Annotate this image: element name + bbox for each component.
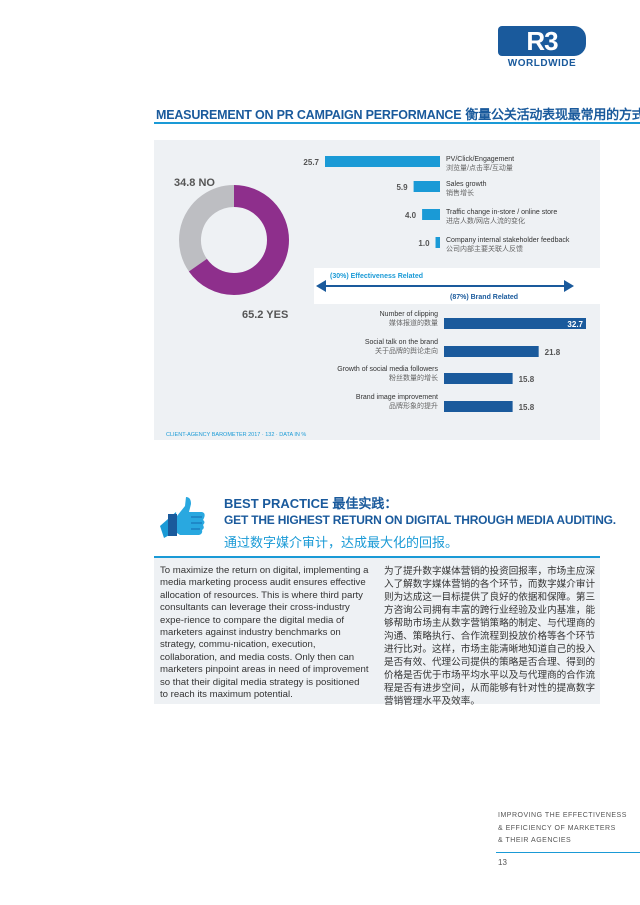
- logo-wordmark: WORLDWIDE: [507, 58, 577, 69]
- brand-label-en: Number of clipping: [380, 311, 438, 318]
- source-note: CLIENT-AGENCY BAROMETER 2017 · 132 · DAT…: [166, 432, 306, 438]
- effectiveness-label-cn: 销售增长: [446, 188, 474, 197]
- footer-tagline: IMPROVING THE EFFECTIVENESS & EFFICIENCY…: [498, 810, 627, 848]
- thumbs-up-icon: [160, 497, 205, 538]
- donut-slice-yes: [179, 185, 289, 295]
- effectiveness-bar: [435, 237, 440, 248]
- effectiveness-value: 4.0: [405, 211, 417, 220]
- page-number: 13: [498, 858, 507, 867]
- brand-bar: [444, 346, 539, 357]
- effectiveness-label-cn: 浏览量/点击率/互动量: [446, 163, 513, 172]
- best-practice-divider: [154, 556, 600, 558]
- best-practice-subtitle-cn: 通过数字媒介审计，达成最大化的回报。: [224, 535, 459, 550]
- effectiveness-label-en: Sales growth: [446, 181, 487, 188]
- effectiveness-label-en: Company internal stakeholder feedback: [446, 237, 570, 244]
- brand-value: 21.8: [545, 348, 561, 357]
- section-title-en: MEASUREMENT ON PR CAMPAIGN PERFORMANCE: [156, 108, 462, 122]
- brand-label-cn: 粉丝数量的增长: [389, 373, 438, 382]
- r3-logo: R3 WORLDWIDE: [498, 26, 586, 72]
- brand-label-en: Social talk on the brand: [365, 339, 438, 346]
- effectiveness-value: 5.9: [396, 183, 408, 192]
- arrow-right-icon: [564, 280, 574, 292]
- logo-mark: R3: [498, 26, 586, 56]
- body-text-cn: 为了提升数字媒体营销的投资回报率，市场主应深入了解数字媒体营销的各个环节，而数字…: [384, 566, 596, 707]
- effectiveness-label-en: Traffic change in-store / online store: [446, 209, 557, 216]
- brand-bar: [444, 401, 513, 412]
- body-text-en: To maximize the return on digital, imple…: [160, 565, 369, 701]
- effectiveness-value: 1.0: [418, 239, 430, 248]
- brand-label-cn: 品牌形象的提升: [389, 401, 438, 410]
- effectiveness-value: 25.7: [303, 158, 319, 167]
- donut-label-yes: 65.2 YES: [242, 309, 288, 321]
- section-divider: [154, 122, 640, 124]
- brand-value: 15.8: [519, 403, 535, 412]
- section-title: MEASUREMENT ON PR CAMPAIGN PERFORMANCE 衡量…: [156, 104, 640, 123]
- body-panel: [154, 558, 600, 704]
- best-practice-subtitle-en: GET THE HIGHEST RETURN ON DIGITAL THROUG…: [224, 513, 616, 527]
- brand-label-cn: 关于品牌的舆论走向: [375, 346, 438, 355]
- brand-value: 32.7: [567, 320, 583, 329]
- brand-label-cn: 媒体报道的数量: [389, 318, 438, 327]
- brand-bar: [444, 373, 513, 384]
- footer-line-3: & THEIR AGENCIES: [498, 837, 572, 844]
- footer-divider: [496, 852, 640, 853]
- section-title-cn: 衡量公关活动表现最常用的方式: [465, 107, 640, 122]
- chart-svg: 34.8 NO 65.2 YES 25.7 PV/Click/Engagement浏览…: [166, 156, 600, 438]
- donut-label-no: 34.8 NO: [174, 177, 215, 189]
- best-practice-title: BEST PRACTICE 最佳实践：: [224, 496, 398, 511]
- brand-value: 15.8: [519, 375, 535, 384]
- brand-bar: [444, 318, 586, 329]
- effectiveness-bar: [422, 209, 440, 220]
- effectiveness-label-en: PV/Click/Engagement: [446, 156, 514, 163]
- effectiveness-group-label: (30%) Effectiveness Related: [330, 273, 423, 280]
- effectiveness-bar: [413, 181, 440, 192]
- effectiveness-label-cn: 进店人数/网店人流的变化: [446, 216, 525, 225]
- effectiveness-label-cn: 公司内部主要关联人反馈: [446, 244, 523, 253]
- brand-group-label: (87%) Brand Related: [450, 294, 518, 301]
- arrow-left-icon: [316, 280, 326, 292]
- brand-label-en: Brand image improvement: [356, 394, 438, 401]
- effectiveness-bar: [325, 156, 440, 167]
- footer-line-2: & EFFICIENCY OF MARKETERS: [498, 824, 616, 832]
- footer-line-1: IMPROVING THE EFFECTIVENESS: [498, 812, 627, 819]
- brand-label-en: Growth of social media followers: [337, 366, 438, 373]
